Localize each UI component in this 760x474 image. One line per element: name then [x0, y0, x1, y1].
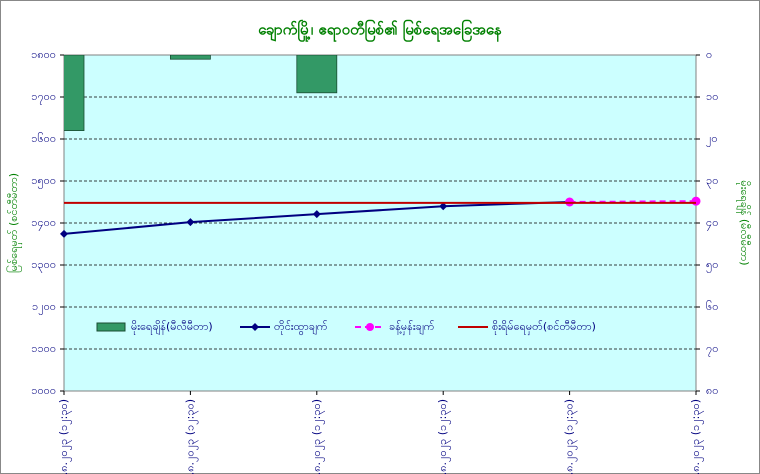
legend-label: စိုးရိမ်ရေမှတ်(စင်တီမီတာ)	[492, 320, 596, 335]
y-tick-label: ၁၈၀၀	[31, 48, 56, 61]
y2-tick-label: ၁၀	[706, 90, 718, 103]
x-tick-label: ၂၇.၈.၂၀၂၃ (၁၂:၃၀)	[563, 399, 578, 474]
bar	[169, 55, 211, 60]
legend-label: တိုင်းထွာချက်	[274, 320, 328, 335]
y-tick-label: ၁၄၀၀	[31, 216, 56, 231]
y-tick-label: ၁၇၀၀	[31, 90, 56, 105]
point	[691, 196, 701, 206]
legend-label: မိုးရေချိန်(မီလီမီတာ)	[131, 320, 213, 335]
y-tick-label: ၁၀၀၀	[31, 384, 56, 397]
legend-marker	[366, 323, 374, 331]
point	[312, 210, 321, 219]
x-tick-label: ၂၈.၈.၂၀၂၃ (၁၂:၃၀)	[689, 399, 704, 474]
y2-axis-title: မိုးရေချိန် (မီလီမီတာ)	[736, 180, 751, 265]
bar	[64, 55, 85, 131]
y-tick-label: ၁၂၀၀	[32, 300, 56, 315]
y2-tick-label: ၆၀	[706, 300, 718, 313]
x-tick-label: ၂၄.၈.၂၀၂၃ (၁၂:၃၀)	[183, 399, 198, 474]
y2-tick-label: ၃၀	[706, 174, 718, 189]
y-tick-label: ၁၅၀၀	[31, 174, 56, 189]
y2-tick-label: ၂၀	[706, 132, 718, 147]
y2-tick-label: ၈၀	[706, 384, 718, 397]
y-tick-label: ၁၁၀၀	[31, 342, 56, 355]
legend-label: ခန့်မှန်းချက်	[389, 320, 435, 335]
x-tick-label: ၂၆.၈.၂၀၂၃ (၁၂:၃၀)	[436, 399, 451, 474]
y2-tick-label: ၅၀	[706, 258, 718, 273]
y2-tick-label: ၀	[706, 48, 712, 61]
point	[60, 229, 68, 238]
x-tick-label: ၂၃.၈.၂၀၂၃ (၁၂:၃၀)	[57, 399, 72, 474]
point	[186, 218, 195, 227]
bar	[296, 55, 338, 94]
x-tick-label: ၂၅.၈.၂၀၂၃ (၁၂:၃၀)	[310, 399, 325, 474]
y2-tick-label: ၄၀	[706, 216, 718, 231]
plot-series	[64, 55, 338, 131]
y-tick-label: ၁၃၀၀	[31, 258, 56, 273]
y-axis-title: မြစ်ရေမှတ် (စင်တီမီတာ)	[6, 173, 22, 273]
legend-swatch	[96, 322, 126, 332]
legend-marker	[251, 323, 259, 331]
y2-tick-label: ၇၀	[706, 342, 718, 357]
y-tick-label: ၁၆၀၀	[31, 132, 56, 145]
point	[439, 202, 448, 211]
